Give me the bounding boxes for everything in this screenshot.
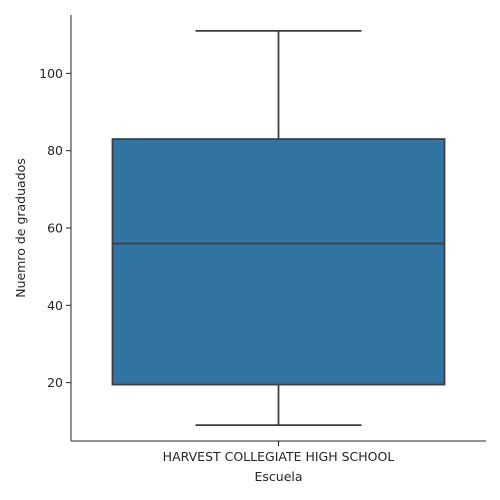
box — [111, 29, 446, 427]
x-axis-label: Escuela — [254, 469, 302, 484]
y-tick-label: 40 — [47, 298, 63, 313]
box-series — [111, 29, 446, 427]
y-axis-ticks: 20 40 60 80 100 — [39, 66, 71, 390]
x-tick-label: HARVEST COLLEGIATE HIGH SCHOOL — [163, 449, 395, 464]
interquartile-box — [111, 138, 446, 386]
y-tick-label: 60 — [47, 221, 63, 236]
y-tick-label: 20 — [47, 375, 63, 390]
x-axis-ticks: HARVEST COLLEGIATE HIGH SCHOOL — [163, 441, 395, 464]
y-tick-label: 100 — [39, 66, 63, 81]
y-tick-label: 80 — [47, 143, 63, 158]
y-axis-label: Nuemro de graduados — [13, 158, 28, 298]
